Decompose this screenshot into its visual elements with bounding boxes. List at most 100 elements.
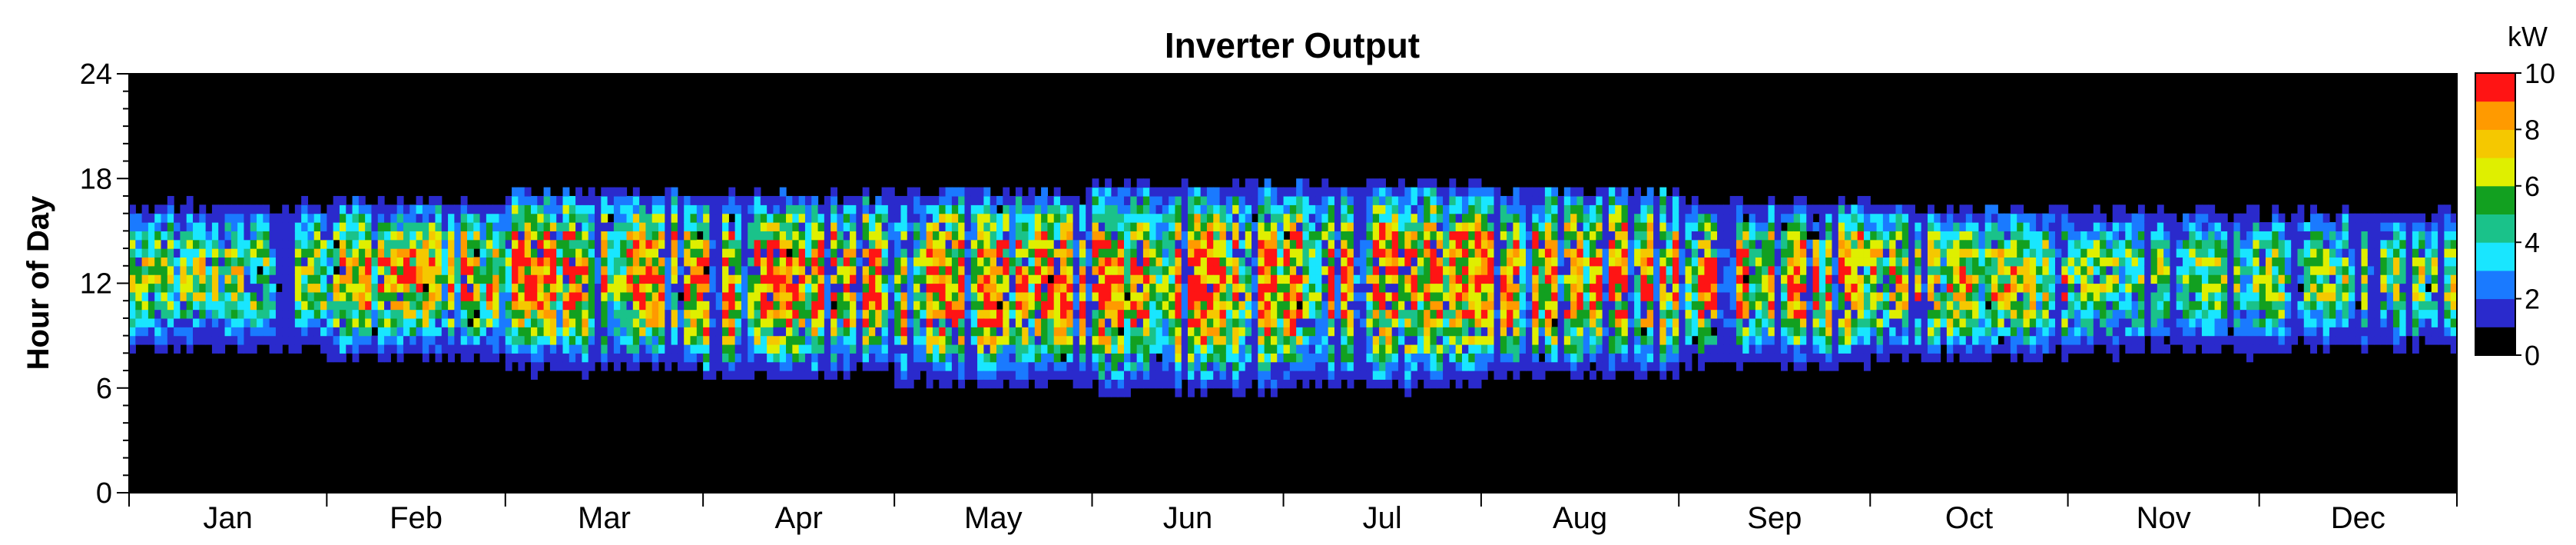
heatmap-cell (569, 265, 576, 275)
heatmap-cell (1557, 291, 1565, 301)
heatmap-cell (1666, 317, 1673, 327)
heatmap-cell (900, 291, 908, 301)
heatmap-cell (486, 248, 493, 258)
heatmap-cell (1194, 248, 1202, 258)
heatmap-cell (907, 222, 914, 231)
heatmap-cell (1047, 335, 1055, 345)
heatmap-cell (1206, 213, 1214, 223)
heatmap-cell (1009, 353, 1016, 363)
heatmap-cell (154, 317, 162, 327)
heatmap-cell (543, 301, 551, 311)
heatmap-cell (1532, 283, 1540, 293)
heatmap-cell (512, 344, 519, 354)
heatmap-cell (358, 213, 366, 223)
heatmap-cell (696, 344, 704, 354)
heatmap-cell (626, 335, 634, 345)
heatmap-cell (1391, 309, 1399, 319)
heatmap-cell (715, 231, 723, 241)
heatmap-cell (1608, 213, 1616, 223)
heatmap-cell (1551, 257, 1559, 267)
heatmap-cell (945, 187, 953, 197)
heatmap-cell (301, 257, 309, 267)
heatmap-cell (1672, 265, 1679, 275)
heatmap-cell (1073, 371, 1080, 380)
heatmap-cell (282, 327, 290, 337)
heatmap-cell (396, 213, 404, 223)
heatmap-cell (1053, 291, 1061, 301)
heatmap-cell (1404, 265, 1412, 275)
heatmap-cell (1417, 239, 1424, 249)
heatmap-cell (230, 257, 238, 267)
heatmap-cell (384, 248, 391, 258)
heatmap-cell (1570, 291, 1578, 301)
heatmap-cell (1526, 361, 1533, 371)
heatmap-cell (148, 257, 155, 267)
heatmap-cell (1028, 327, 1036, 337)
heatmap-cell (983, 231, 991, 241)
heatmap-cell (881, 327, 889, 337)
heatmap-cell (1570, 283, 1578, 293)
heatmap-cell (1424, 283, 1431, 293)
heatmap-cell (1372, 239, 1380, 249)
heatmap-cell (868, 291, 876, 301)
heatmap-cell (1028, 353, 1036, 363)
heatmap-cell (792, 265, 800, 275)
heatmap-cell (339, 239, 346, 249)
heatmap-cell (1417, 361, 1424, 371)
heatmap-cell (671, 353, 678, 363)
heatmap-cell (1328, 265, 1335, 275)
heatmap-cell (1258, 222, 1265, 231)
heatmap-cell (1047, 361, 1055, 371)
heatmap-cell (601, 361, 608, 371)
heatmap-cell (556, 361, 564, 371)
heatmap-cell (416, 274, 423, 284)
heatmap-cell (454, 257, 462, 267)
heatmap-cell (1117, 309, 1125, 319)
heatmap-cell (856, 231, 864, 241)
heatmap-cell (1474, 327, 1482, 337)
heatmap-cell (1590, 371, 1596, 380)
heatmap-cell (920, 317, 927, 327)
heatmap-cell (817, 327, 825, 337)
heatmap-cell (798, 309, 806, 319)
heatmap-cell (1468, 178, 1476, 188)
heatmap-cell (1169, 231, 1176, 241)
heatmap-cell (677, 204, 685, 214)
heatmap-cell (1513, 231, 1520, 241)
heatmap-cell (1557, 222, 1565, 231)
heatmap-cell (1169, 371, 1176, 380)
heatmap-cell (244, 327, 251, 337)
heatmap-cell (728, 344, 736, 354)
heatmap-cell (537, 204, 545, 214)
heatmap-cell (282, 248, 290, 258)
heatmap-cell (1596, 309, 1603, 319)
heatmap-cell (141, 309, 149, 319)
heatmap-cell (595, 291, 602, 301)
heatmap-cell (352, 301, 360, 311)
heatmap-cell (1009, 222, 1016, 231)
heatmap-cell (588, 231, 595, 241)
heatmap-cell (722, 222, 729, 231)
heatmap-cell (346, 291, 353, 301)
heatmap-cell (1315, 301, 1322, 311)
heatmap-cell (371, 301, 379, 311)
heatmap-cell (1289, 231, 1297, 241)
heatmap-cell (1538, 291, 1546, 301)
heatmap-cell (862, 344, 870, 354)
heatmap-cell (983, 248, 991, 258)
heatmap-cell (1557, 353, 1565, 363)
heatmap-cell (939, 265, 947, 275)
heatmap-cell (1576, 309, 1584, 319)
heatmap-cell (709, 283, 717, 293)
heatmap-cell (1066, 327, 1074, 337)
heatmap-cell (575, 283, 582, 293)
heatmap-cell (1513, 317, 1520, 327)
heatmap-cell (148, 222, 155, 231)
heatmap-cell (1659, 257, 1667, 267)
heatmap-cell (301, 274, 309, 284)
heatmap-cell (792, 291, 800, 301)
heatmap-cell (804, 361, 812, 371)
heatmap-cell (530, 301, 538, 311)
heatmap-cell (575, 213, 582, 223)
heatmap-cell (875, 335, 883, 345)
